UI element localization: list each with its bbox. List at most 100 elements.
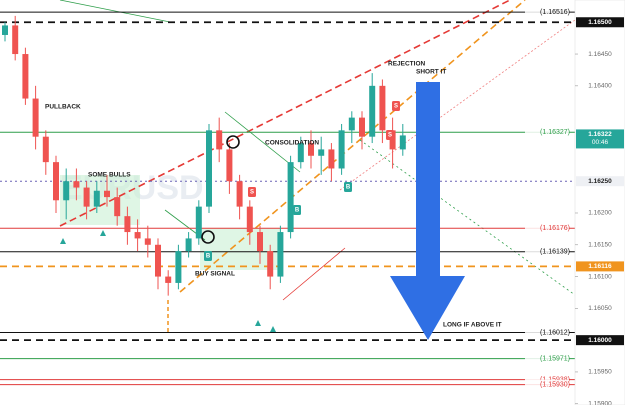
candle-body: [297, 143, 304, 163]
candle-body: [93, 190, 100, 207]
candle-body: [226, 149, 233, 182]
last-price-label: 1.16322: [588, 131, 612, 138]
candle-body: [155, 244, 161, 277]
level-label: (1.15971): [540, 355, 570, 362]
price-badge: [576, 176, 624, 187]
candle-body: [12, 25, 19, 55]
y-tick-label: 1.16400: [588, 83, 612, 90]
candle-body: [328, 149, 335, 169]
candle-body: [257, 232, 263, 252]
price-badge-label: 1.16116: [588, 263, 612, 270]
candle-body: [318, 149, 325, 156]
signal-label: S: [250, 190, 254, 196]
signal-marker: [204, 251, 212, 261]
y-tick-label: 1.15950: [588, 369, 612, 376]
annotation: BUY SIGNAL: [195, 271, 235, 278]
candle-body: [53, 162, 59, 201]
candle-body: [287, 162, 294, 233]
y-tick-label: 1.16150: [588, 241, 612, 248]
highlight-circle: [201, 230, 215, 244]
candle-body: [134, 232, 141, 239]
level-label: (1.16327): [540, 129, 570, 136]
signal-marker: [293, 205, 301, 215]
trend-line: [59, 0, 171, 23]
candle-body: [379, 85, 386, 131]
candle-body: [83, 187, 90, 207]
level-label: (1.16176): [540, 225, 570, 232]
candle-body: [114, 197, 121, 217]
candle-body: [216, 130, 223, 150]
candle-body: [399, 135, 406, 150]
annotation: LONG IF ABOVE IT: [443, 322, 502, 329]
annotation: PULLBACK: [45, 104, 81, 111]
trend-line: [59, 0, 511, 227]
signal-label: B: [295, 208, 300, 214]
level-label-bg: [525, 374, 569, 385]
countdown: 00:46: [592, 139, 609, 146]
signal-label: B: [346, 185, 351, 191]
candle-body: [73, 181, 80, 188]
price-badge: [576, 335, 624, 346]
price-badge-label: 1.16000: [588, 337, 612, 344]
annotation: REJECTION: [388, 61, 426, 68]
candle-body: [144, 238, 151, 245]
trend-line: [339, 19, 576, 191]
level-label-bg: [525, 246, 569, 257]
candle-body: [206, 130, 212, 207]
triangle-marker: [270, 326, 276, 332]
signal-marker: [344, 182, 352, 192]
candle-body: [195, 206, 202, 239]
channel-line: [224, 111, 301, 173]
down-arrow: [390, 82, 465, 340]
candle-body: [185, 238, 192, 252]
trend-line: [359, 139, 576, 296]
y-tick-label: 1.15900: [588, 400, 612, 405]
candle-body: [104, 190, 110, 198]
candle-body: [359, 117, 365, 137]
y-tick-label: 1.16050: [588, 305, 612, 312]
candle-body: [22, 54, 29, 99]
level-label: (1.15930): [540, 381, 570, 388]
candle-body: [2, 25, 8, 35]
candle-body: [308, 143, 314, 156]
candle-body: [246, 206, 253, 233]
y-tick-label: 1.16200: [588, 210, 612, 217]
level-label: (1.16012): [540, 329, 570, 336]
triangle-marker: [255, 320, 261, 326]
candle-body: [63, 181, 70, 201]
triangle-marker: [100, 230, 106, 236]
candle-body: [348, 117, 355, 131]
highlight-circle: [226, 135, 240, 149]
candle-body: [32, 98, 39, 137]
candle-body: [277, 232, 284, 277]
level-label-bg: [525, 7, 569, 18]
level-label-bg: [525, 353, 569, 364]
candle-body: [175, 251, 182, 283]
level-label-bg: [525, 127, 569, 138]
last-price-badge: [576, 129, 624, 149]
level-label: (1.16516): [540, 9, 570, 16]
annotation: SOME BULLS: [88, 172, 131, 179]
signal-label: B: [206, 254, 211, 260]
price-badge-label: 1.16500: [588, 19, 612, 26]
signal-marker: [386, 130, 394, 140]
channel-line: [282, 247, 346, 301]
signal-marker: [392, 101, 400, 111]
level-label-bg: [525, 327, 569, 338]
annotation: SHORT IT: [416, 69, 446, 76]
candle-body: [236, 181, 243, 207]
price-badge: [576, 17, 624, 28]
candle-body: [42, 136, 49, 163]
level-label-bg: [525, 223, 569, 234]
y-tick-label: 1.16100: [588, 273, 612, 280]
candle-body: [338, 130, 345, 169]
signal-label: S: [394, 104, 398, 110]
candle-body: [124, 216, 131, 233]
triangle-marker: [60, 238, 66, 244]
price-badge-label: 1.16250: [588, 178, 612, 185]
candle-body: [267, 251, 274, 277]
y-tick-label: 1.16450: [588, 51, 612, 58]
level-label-bg: [525, 379, 569, 390]
level-label: (1.16139): [540, 249, 570, 256]
